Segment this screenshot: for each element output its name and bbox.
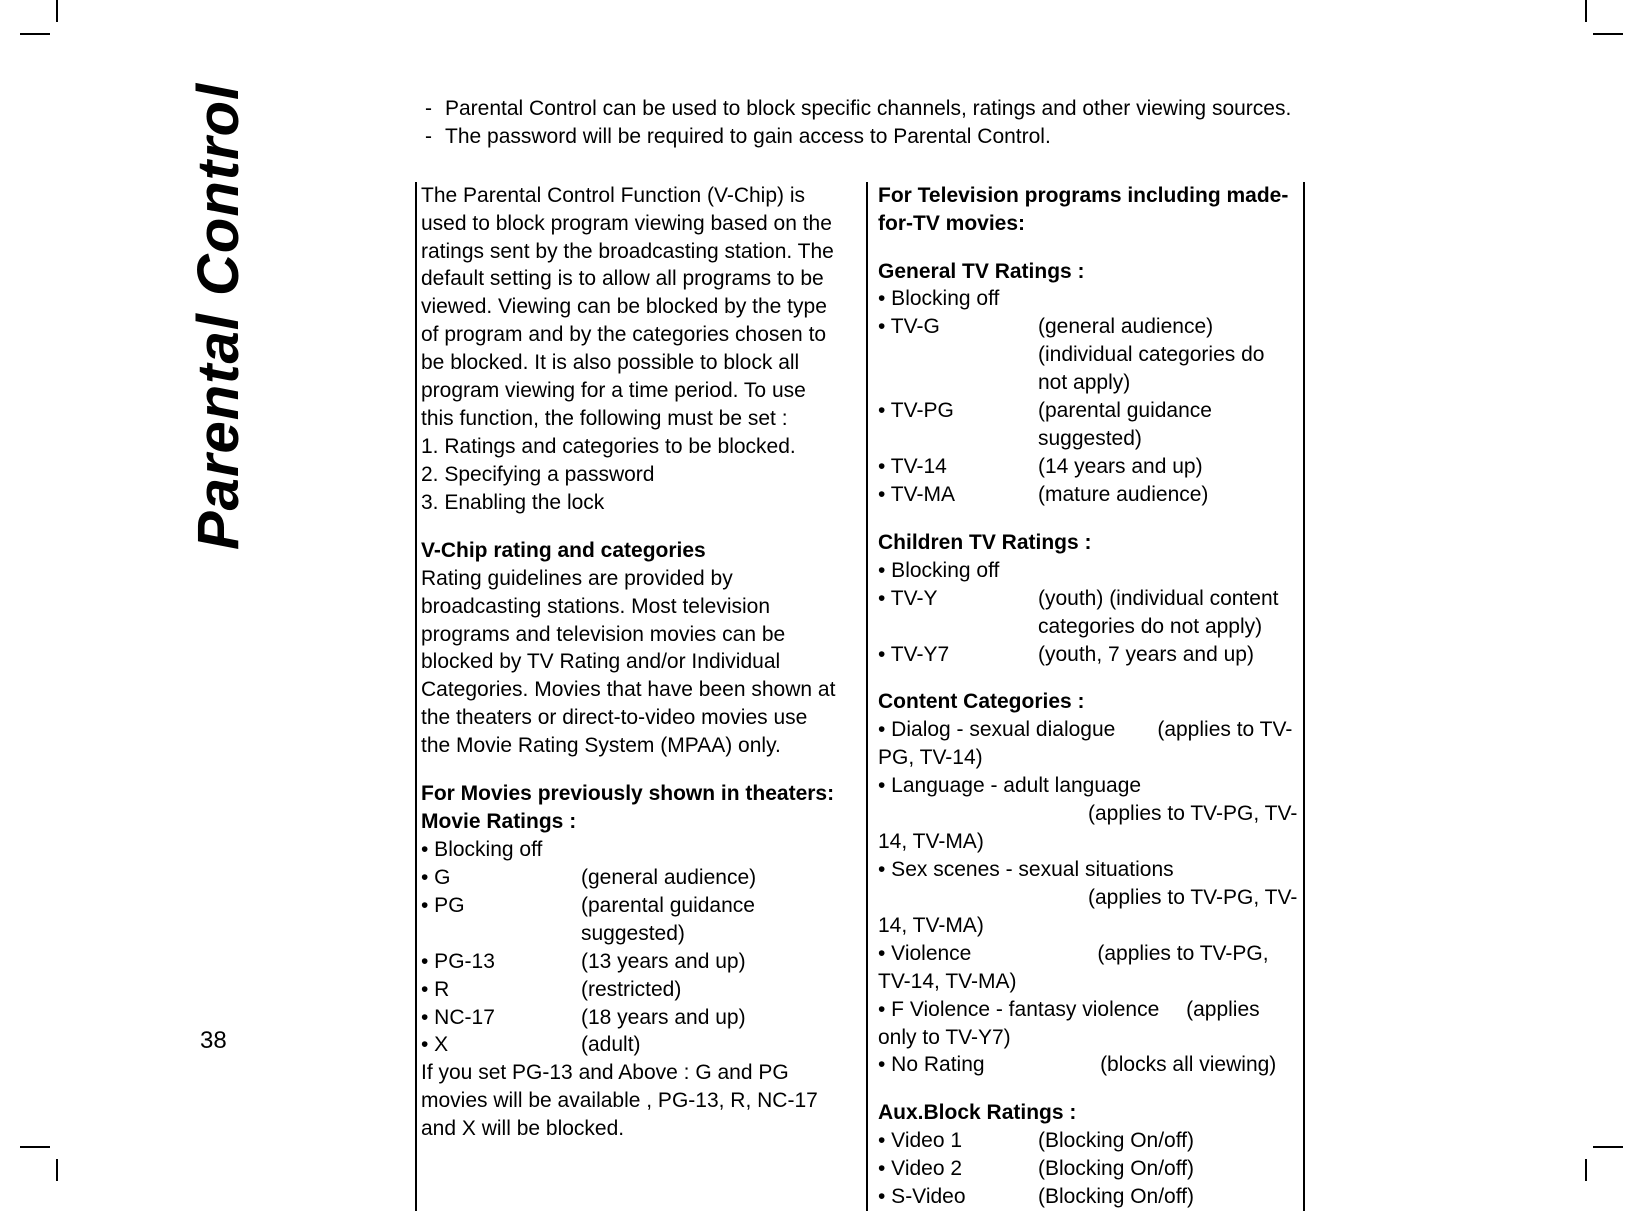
vchip-heading: V-Chip rating and categories xyxy=(421,537,842,565)
intro-text: Parental Control can be used to block sp… xyxy=(445,95,1291,123)
rating-label: • TV-MA xyxy=(878,481,1038,509)
rating-row: • TV-14 (14 years and up) xyxy=(878,453,1299,481)
children-heading: Children TV Ratings : xyxy=(878,529,1299,557)
rating-label: • PG-13 xyxy=(421,948,581,976)
rating-label: • R xyxy=(421,976,581,1004)
rating-row: • TV-Y (youth) (individual content categ… xyxy=(878,585,1299,641)
content-item: • Violence (applies to TV-PG, TV-14, TV-… xyxy=(878,940,1299,996)
dash-icon: - xyxy=(425,123,435,151)
rating-row: • X (adult) xyxy=(421,1031,842,1059)
movies-heading-2: Movie Ratings : xyxy=(421,808,842,836)
crop-mark xyxy=(1585,0,1587,22)
rating-desc: (Blocking On/off) xyxy=(1038,1155,1299,1183)
rating-desc: (14 years and up) xyxy=(1038,453,1299,481)
rating-desc: (general audience) (individual categorie… xyxy=(1038,313,1299,397)
page: Parental Control 38 - Parental Control c… xyxy=(100,40,1600,1130)
content: - Parental Control can be used to block … xyxy=(415,95,1305,1211)
rating-row: • PG (parental guidance suggested) xyxy=(421,892,842,948)
rating-row: • S-Video (Blocking On/off) xyxy=(878,1183,1299,1211)
step-2: 2. Specifying a password xyxy=(421,461,842,489)
rating-row: • TV-G (general audience) (individual ca… xyxy=(878,313,1299,397)
rating-label: • PG xyxy=(421,892,581,948)
movies-heading-1: For Movies previously shown in theaters: xyxy=(421,780,842,808)
step-3: 3. Enabling the lock xyxy=(421,489,842,517)
page-title: Parental Control xyxy=(185,90,252,550)
rating-label: • TV-G xyxy=(878,313,1038,397)
rating-label: • TV-Y7 xyxy=(878,641,1038,669)
rating-desc: (youth, 7 years and up) xyxy=(1038,641,1299,669)
content-item: • Language - adult language xyxy=(878,772,1299,800)
rating-desc: (general audience) xyxy=(581,864,842,892)
rating-desc: (restricted) xyxy=(581,976,842,1004)
content-item: • F Violence - fantasy violence (applies… xyxy=(878,996,1299,1052)
rating-row: • Blocking off xyxy=(878,285,1299,313)
rating-desc xyxy=(581,836,842,864)
rating-desc: (Blocking On/off) xyxy=(1038,1127,1299,1155)
rating-row: • Video 2 (Blocking On/off) xyxy=(878,1155,1299,1183)
rating-row: • PG-13 (13 years and up) xyxy=(421,948,842,976)
rating-row: • TV-MA (mature audience) xyxy=(878,481,1299,509)
rating-label: • Video 2 xyxy=(878,1155,1038,1183)
movies-footnote: If you set PG-13 and Above : G and PG mo… xyxy=(421,1059,842,1143)
rating-label: • X xyxy=(421,1031,581,1059)
rating-label: • TV-Y xyxy=(878,585,1038,641)
rating-desc: (youth) (individual content categories d… xyxy=(1038,585,1299,641)
dash-icon: - xyxy=(425,95,435,123)
general-heading: General TV Ratings : xyxy=(878,258,1299,286)
rating-label: • Video 1 xyxy=(878,1127,1038,1155)
rating-desc xyxy=(1038,285,1299,313)
columns: The Parental Control Function (V-Chip) i… xyxy=(415,182,1305,1211)
rating-row: • Blocking off xyxy=(421,836,842,864)
rating-desc: (Blocking On/off) xyxy=(1038,1183,1299,1211)
crop-mark xyxy=(56,1159,58,1181)
tv-heading: For Television programs including made-f… xyxy=(878,182,1299,238)
rating-row: • NC-17 (18 years and up) xyxy=(421,1004,842,1032)
rating-desc: (parental guidance suggested) xyxy=(581,892,842,948)
content-item: • Dialog - sexual dialogue (applies to T… xyxy=(878,716,1299,772)
content-item: (applies to TV-PG, TV-14, TV-MA) xyxy=(878,800,1299,856)
crop-mark xyxy=(1593,33,1623,35)
crop-mark xyxy=(1593,1146,1623,1148)
rating-label: • S-Video xyxy=(878,1183,1038,1211)
content-item: • No Rating (blocks all viewing) xyxy=(878,1051,1299,1079)
rating-row: • Blocking off xyxy=(878,557,1299,585)
rating-label: • TV-14 xyxy=(878,453,1038,481)
rating-desc: (mature audience) xyxy=(1038,481,1299,509)
content-item: • Sex scenes - sexual situations xyxy=(878,856,1299,884)
rating-desc: (parental guidance suggested) xyxy=(1038,397,1299,453)
aux-heading: Aux.Block Ratings : xyxy=(878,1099,1299,1127)
rating-label: • G xyxy=(421,864,581,892)
rating-label: • TV-PG xyxy=(878,397,1038,453)
crop-mark xyxy=(1585,1159,1587,1181)
right-column: For Television programs including made-f… xyxy=(868,182,1303,1211)
rating-label: • NC-17 xyxy=(421,1004,581,1032)
crop-mark xyxy=(20,1146,50,1148)
rating-desc: (adult) xyxy=(581,1031,842,1059)
rating-desc: (13 years and up) xyxy=(581,948,842,976)
rating-row: • G (general audience) xyxy=(421,864,842,892)
rating-row: • R (restricted) xyxy=(421,976,842,1004)
rating-label: • Blocking off xyxy=(878,285,1038,313)
rating-label: • Blocking off xyxy=(421,836,581,864)
left-column: The Parental Control Function (V-Chip) i… xyxy=(417,182,868,1211)
crop-mark xyxy=(20,33,50,35)
rating-desc: (18 years and up) xyxy=(581,1004,842,1032)
intro-bullet: - The password will be required to gain … xyxy=(425,123,1305,151)
vchip-para: Rating guidelines are provided by broadc… xyxy=(421,565,842,760)
intro-text: The password will be required to gain ac… xyxy=(445,123,1051,151)
rating-row: • TV-PG (parental guidance suggested) xyxy=(878,397,1299,453)
content-item: (applies to TV-PG, TV-14, TV-MA) xyxy=(878,884,1299,940)
rating-label: • Blocking off xyxy=(878,557,1038,585)
intro-list: - Parental Control can be used to block … xyxy=(415,95,1305,152)
para-vchip-intro: The Parental Control Function (V-Chip) i… xyxy=(421,182,842,433)
crop-mark xyxy=(56,0,58,22)
page-number: 38 xyxy=(200,1027,227,1055)
rating-row: • Video 1 (Blocking On/off) xyxy=(878,1127,1299,1155)
rating-row: • TV-Y7 (youth, 7 years and up) xyxy=(878,641,1299,669)
intro-bullet: - Parental Control can be used to block … xyxy=(425,95,1305,123)
content-heading: Content Categories : xyxy=(878,688,1299,716)
rating-desc xyxy=(1038,557,1299,585)
step-1: 1. Ratings and categories to be blocked. xyxy=(421,433,842,461)
